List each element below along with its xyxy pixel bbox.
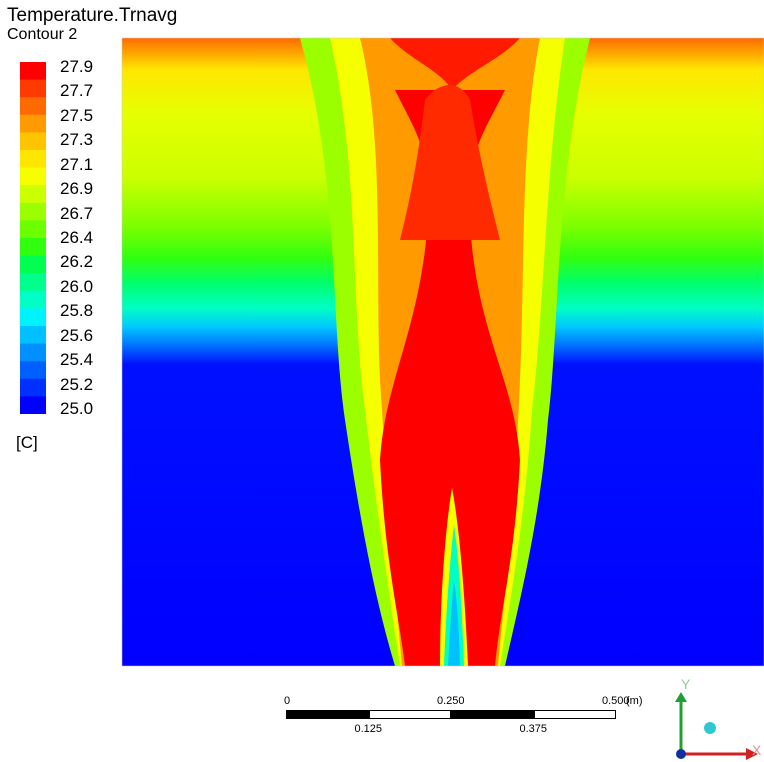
colorbar-tick-label: 25.0 (60, 399, 94, 418)
origin-sphere-icon (704, 722, 716, 734)
y-axis-arrowhead (675, 692, 687, 702)
colorbar-swatch (20, 114, 46, 133)
chart-subtitle: Contour 2 (7, 26, 78, 43)
colorbar-swatch (20, 62, 46, 81)
scale-bar-top-label: 0.250 (437, 695, 465, 707)
colorbar-tick-label: 25.2 (60, 374, 94, 394)
colorbar-tick-label: 26.0 (60, 276, 94, 296)
scale-bar-top-label: 0.500 (602, 695, 630, 707)
colorbar-swatch (20, 343, 46, 362)
colorbar-swatch (20, 220, 46, 239)
colorbar-tick-label: 26.7 (60, 203, 94, 223)
colorbar-unit: [C] (16, 433, 38, 452)
scale-bar-segment (451, 710, 534, 719)
colorbar-swatch (20, 150, 46, 169)
colorbar-tick-label: 25.8 (60, 301, 94, 321)
colorbar-swatch (20, 290, 46, 309)
colorbar-swatch (20, 326, 46, 345)
scale-bar-segment (286, 710, 369, 719)
chart-title: Temperature.Trnavg (7, 5, 178, 26)
colorbar-swatch (20, 97, 46, 116)
colorbar-swatch (20, 308, 46, 327)
colorbar-tick-label: 25.6 (60, 325, 94, 345)
colorbar-swatch (20, 255, 46, 274)
scale-bar-bottom-label: 0.375 (519, 723, 548, 735)
plot-frame (121, 37, 764, 667)
plume-top-red (390, 38, 520, 90)
colorbar-tick-label: 27.3 (60, 130, 94, 150)
x-axis-label: X (752, 742, 762, 758)
colorbar-tick-label: 27.5 (60, 105, 94, 125)
axis-triad (675, 692, 758, 760)
z-axis-dot (676, 749, 686, 759)
colorbar-swatch (20, 185, 46, 204)
colorbar-swatch (20, 238, 46, 257)
plume-gap-blue (448, 580, 460, 666)
colorbar-swatch (20, 202, 46, 221)
colorbar-swatch (20, 396, 46, 414)
colorbar-tick-label: 26.2 (60, 252, 94, 272)
y-axis-label: Y (681, 676, 691, 692)
colorbar-swatch (20, 378, 46, 397)
colorbar-tick-label: 27.9 (60, 57, 94, 76)
colorbar-swatch (20, 167, 46, 186)
scale-bar-top-label: 0 (284, 695, 291, 707)
colorbar-swatch (20, 79, 46, 98)
colorbar-tick-label: 26.4 (60, 228, 94, 247)
scale-bar-segment (368, 710, 451, 719)
plume-core-red (380, 90, 520, 666)
colorbar-tick-label: 27.1 (60, 154, 94, 174)
scale-bar-unit: (m) (626, 695, 643, 707)
colorbar-swatch (20, 361, 46, 380)
colorbar-tick-label: 26.9 (60, 179, 94, 199)
plume-upper-core (400, 85, 500, 240)
scale-bar-segment (533, 710, 616, 719)
scale-bar-bottom-label: 0.125 (354, 723, 383, 735)
x-axis-arrowhead (746, 748, 758, 760)
colorbar (20, 62, 46, 414)
colorbar-swatch (20, 273, 46, 292)
colorbar-swatch (20, 132, 46, 151)
colorbar-tick-label: 27.7 (60, 81, 94, 101)
colorbar-tick-label: 25.4 (60, 350, 94, 370)
